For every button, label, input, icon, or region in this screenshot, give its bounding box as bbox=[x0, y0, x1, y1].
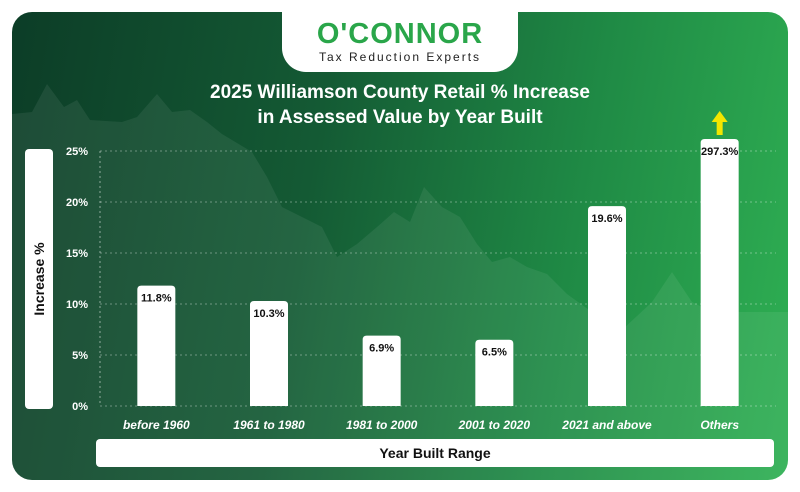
data-label: 297.3% bbox=[701, 146, 739, 158]
bar bbox=[137, 285, 176, 406]
chart-title: 2025 Williamson County Retail % Increase… bbox=[12, 80, 788, 130]
x-axis-label-box: Year Built Range bbox=[96, 439, 774, 467]
x-tick-label: 1981 to 2000 bbox=[346, 418, 418, 432]
bar bbox=[250, 300, 288, 406]
x-tick-label: 2021 and above bbox=[561, 418, 652, 432]
x-tick-label: 2001 to 2020 bbox=[458, 418, 531, 432]
y-tick-label: 20% bbox=[66, 197, 88, 209]
data-label: 19.6% bbox=[591, 213, 622, 225]
y-tick-label: 25% bbox=[66, 146, 88, 158]
x-tick-label: before 1960 bbox=[123, 418, 190, 432]
x-tick-label: 1961 to 1980 bbox=[233, 418, 305, 432]
brand-logo: O'CONNOR bbox=[316, 18, 484, 50]
x-axis-label: Year Built Range bbox=[379, 445, 491, 461]
data-label: 10.3% bbox=[253, 308, 284, 320]
chart-card: O'CONNOR Tax Reduction Experts 2025 Will… bbox=[12, 12, 788, 480]
y-tick-label: 10% bbox=[66, 299, 88, 311]
data-label: 6.5% bbox=[482, 347, 507, 359]
y-axis-label-box bbox=[25, 149, 53, 409]
chart-title-line-1: 2025 Williamson County Retail % Increase bbox=[210, 82, 590, 103]
bar bbox=[588, 206, 626, 406]
data-label: 6.9% bbox=[369, 343, 394, 355]
arrow-up-icon bbox=[711, 111, 728, 122]
brand-tagline: Tax Reduction Experts bbox=[318, 50, 482, 64]
chart-title-line-2: in Assessed Value by Year Built bbox=[257, 107, 543, 128]
logo-tab: O'CONNOR Tax Reduction Experts bbox=[282, 12, 518, 72]
y-tick-label: 0% bbox=[72, 401, 88, 413]
bar bbox=[362, 335, 401, 406]
data-label: 11.8% bbox=[141, 293, 172, 305]
y-tick-label: 5% bbox=[72, 350, 88, 362]
bar bbox=[700, 139, 739, 406]
x-tick-label: Others bbox=[700, 418, 739, 432]
bar-chart: 0% 5% 10% 15% 20% 25% 11.8% before 1960 10.3% 196… bbox=[66, 111, 776, 432]
overflow-arrow-shaft bbox=[716, 121, 723, 135]
y-tick-label: 15% bbox=[66, 248, 88, 260]
bar bbox=[475, 339, 514, 406]
